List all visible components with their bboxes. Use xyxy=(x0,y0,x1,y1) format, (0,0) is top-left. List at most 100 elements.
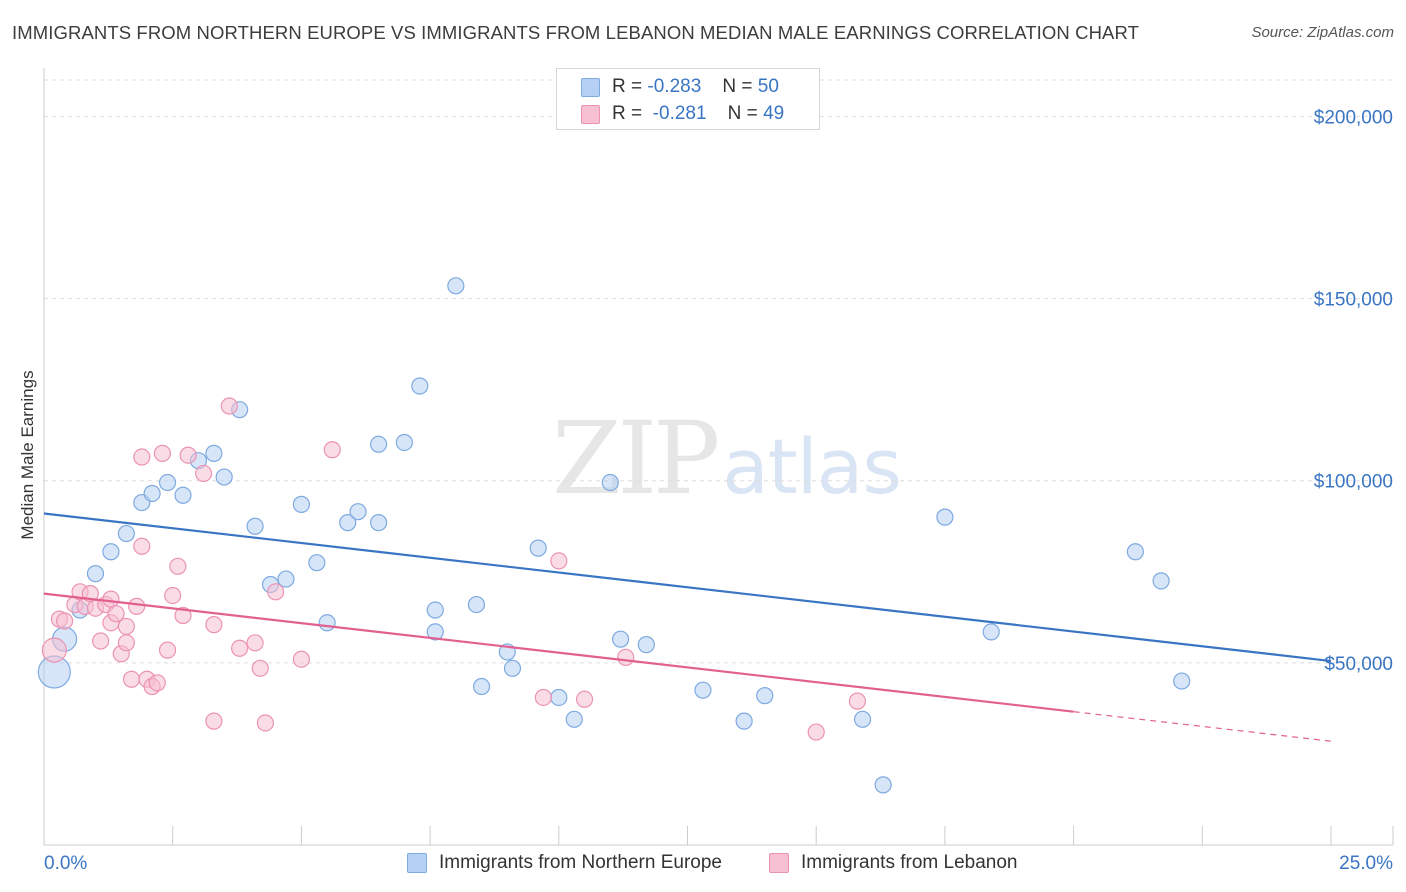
point-lebanon xyxy=(251,659,269,677)
trend-line-lebanon xyxy=(43,592,1074,713)
point-lebanon xyxy=(194,464,213,483)
legend-label: Immigrants from Northern Europe xyxy=(439,852,722,873)
point-northern-europe xyxy=(158,473,177,492)
point-northern-europe xyxy=(550,688,568,707)
point-northern-europe xyxy=(339,514,357,532)
watermark: ZIPatlas xyxy=(552,400,902,517)
point-lebanon xyxy=(617,648,635,666)
point-lebanon xyxy=(158,641,177,659)
point-lebanon xyxy=(231,639,249,657)
point-northern-europe xyxy=(503,659,522,677)
point-lebanon xyxy=(575,690,594,708)
point-lebanon xyxy=(164,586,182,605)
chart-title: IMMIGRANTS FROM NORTHERN EUROPE VS IMMIG… xyxy=(12,22,1139,43)
legend-r-value: -0.283 xyxy=(647,76,702,97)
point-northern-europe xyxy=(102,543,120,561)
legend-swatch-blue xyxy=(407,853,427,873)
point-lebanon xyxy=(292,650,310,668)
point-northern-europe xyxy=(174,486,192,504)
y-tick-label: $50,000 xyxy=(1324,654,1393,675)
point-lebanon xyxy=(179,446,197,464)
legend-row-lebanon: R = -0.281 N = 49 xyxy=(581,102,784,126)
point-lebanon xyxy=(205,712,223,730)
legend-row-northern-europe: R = -0.283 N = 50 xyxy=(581,75,779,99)
point-northern-europe xyxy=(426,623,444,641)
point-lebanon xyxy=(205,616,223,634)
point-lebanon xyxy=(107,605,125,623)
point-northern-europe xyxy=(411,377,429,395)
legend-label: Immigrants from Lebanon xyxy=(801,852,1018,873)
point-lebanon xyxy=(550,552,568,570)
legend-n-label: N = xyxy=(722,76,753,97)
y-tick-label: $100,000 xyxy=(1314,472,1393,493)
point-northern-europe xyxy=(1173,672,1191,690)
point-lebanon xyxy=(153,444,172,462)
point-northern-europe xyxy=(1126,543,1144,561)
point-northern-europe xyxy=(143,484,161,503)
legend-r-label: R = xyxy=(612,76,643,97)
tick-labels: $50,000 $100,000 $150,000 $200,000 0.0% 25.0% xyxy=(44,107,1393,874)
point-northern-europe xyxy=(529,539,547,557)
point-lebanon xyxy=(534,688,552,707)
point-northern-europe xyxy=(215,468,233,486)
point-northern-europe xyxy=(611,630,630,648)
point-lebanon xyxy=(128,597,146,615)
point-northern-europe xyxy=(395,433,413,452)
point-northern-europe xyxy=(601,473,619,492)
point-lebanon xyxy=(55,612,74,630)
point-lebanon xyxy=(133,448,151,466)
legend-item-northern-europe: Immigrants from Northern Europe xyxy=(407,852,722,874)
point-northern-europe xyxy=(853,710,872,728)
point-northern-europe xyxy=(874,776,892,794)
correlation-legend: R = -0.283 N = 50 R = -0.281 N = 49 xyxy=(556,68,820,130)
point-lebanon xyxy=(102,590,120,608)
point-northern-europe xyxy=(370,435,388,453)
point-lebanon xyxy=(174,606,192,625)
point-lebanon xyxy=(117,634,135,652)
legend-n-value: 50 xyxy=(757,76,779,97)
point-lebanon xyxy=(267,583,285,601)
axes xyxy=(43,68,1394,846)
data-points xyxy=(37,277,1191,794)
legend-swatch-blue xyxy=(581,77,600,97)
point-northern-europe xyxy=(694,681,712,699)
point-lebanon xyxy=(117,617,135,636)
point-northern-europe xyxy=(86,565,105,583)
trend-lines xyxy=(43,512,1332,742)
point-lebanon xyxy=(133,537,151,555)
point-lebanon xyxy=(220,397,238,415)
point-northern-europe xyxy=(447,277,465,295)
point-lebanon xyxy=(323,441,341,459)
point-lebanon xyxy=(807,723,825,741)
trend-line-lebanon-extension xyxy=(1073,711,1332,742)
point-lebanon xyxy=(246,634,264,652)
watermark-atlas: atlas xyxy=(722,422,902,511)
series-legend: Immigrants from Northern Europe Immigran… xyxy=(0,852,1406,878)
point-northern-europe xyxy=(756,687,774,705)
point-northern-europe xyxy=(370,514,388,532)
point-northern-europe xyxy=(1152,572,1170,590)
point-northern-europe xyxy=(472,677,491,696)
x-tick-label-max: 25.0% xyxy=(1339,853,1393,874)
point-northern-europe xyxy=(467,595,486,614)
point-lebanon xyxy=(169,557,187,575)
point-northern-europe xyxy=(349,503,367,521)
legend-n-label: N = xyxy=(727,103,758,124)
legend-swatch-pink xyxy=(769,853,789,873)
legend-r-value: -0.281 xyxy=(652,103,707,124)
point-northern-europe xyxy=(936,508,954,526)
point-northern-europe xyxy=(292,495,310,513)
point-lebanon xyxy=(41,637,67,663)
point-northern-europe xyxy=(308,554,326,572)
legend-item-lebanon: Immigrants from Lebanon xyxy=(769,852,1018,874)
point-northern-europe xyxy=(426,601,444,619)
source-label: Source: ZipAtlas.com xyxy=(1251,24,1394,41)
point-northern-europe xyxy=(637,636,655,654)
point-northern-europe xyxy=(277,570,295,588)
legend-n-value: 49 xyxy=(763,103,785,124)
x-tick-label-min: 0.0% xyxy=(44,853,87,874)
point-northern-europe xyxy=(117,524,135,543)
point-northern-europe xyxy=(565,710,583,728)
point-lebanon xyxy=(122,670,141,688)
